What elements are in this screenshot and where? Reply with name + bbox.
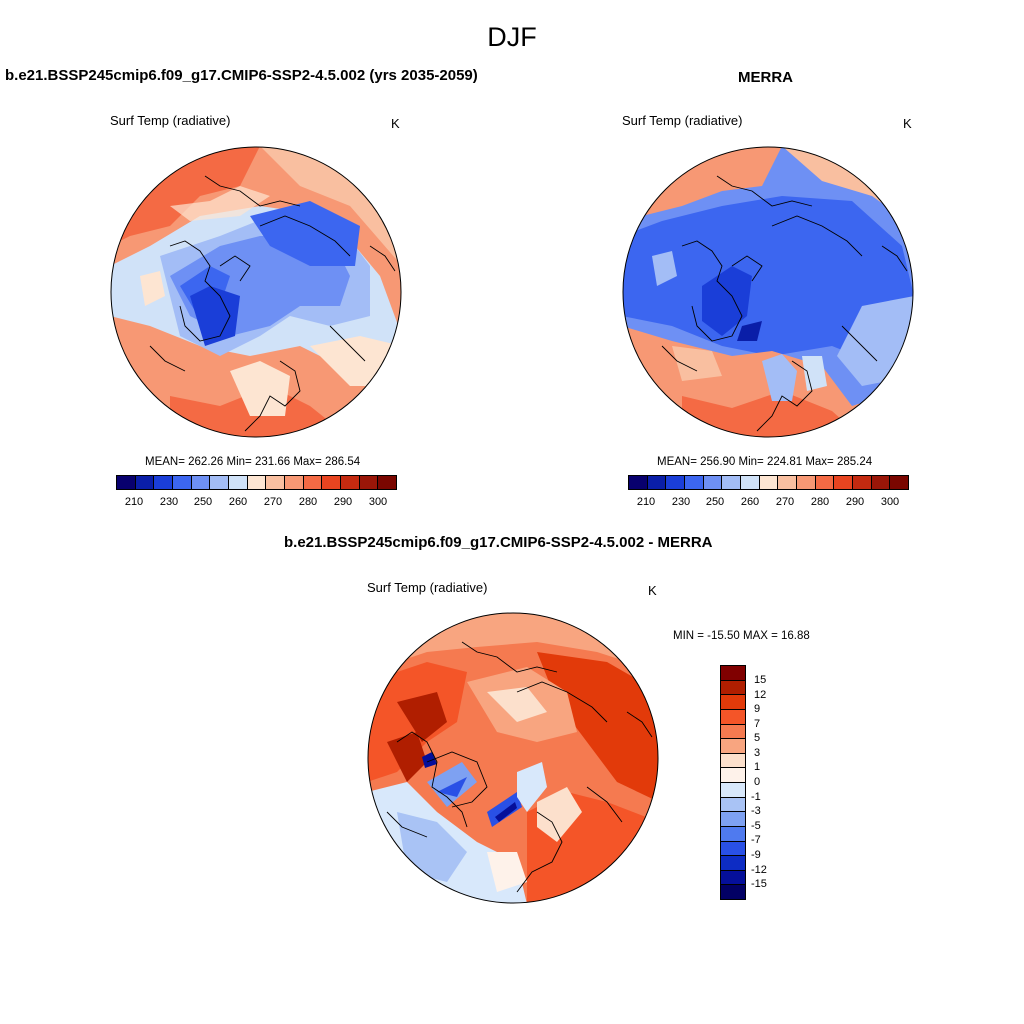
colorbar-swatch xyxy=(871,476,891,489)
colorbar-swatch xyxy=(853,476,872,489)
colorbar-swatch xyxy=(666,476,686,489)
colorbar-tick-label: 7 xyxy=(754,718,761,730)
colorbar-tick-label: 1 xyxy=(754,761,761,773)
colorbar-tick-label: 230 xyxy=(671,496,691,508)
colorbar-tick-label: 300 xyxy=(368,496,388,508)
colorbar-swatch xyxy=(890,476,909,489)
colorbar-swatch xyxy=(173,476,192,489)
colorbar-swatch xyxy=(322,476,342,489)
colorbar-tick-label: 15 xyxy=(754,674,767,686)
colorbar-swatch xyxy=(721,856,745,871)
colorbar-swatch xyxy=(378,476,397,489)
colorbar-swatch xyxy=(647,476,667,489)
colorbar-swatch xyxy=(721,666,745,681)
colorbar-tick-label: 280 xyxy=(810,496,830,508)
colorbar-swatch xyxy=(229,476,248,489)
colorbar-swatch xyxy=(266,476,286,489)
colorbar-tick-label: 210 xyxy=(124,496,144,508)
colorbar-swatch xyxy=(778,476,798,489)
colorbar-swatch xyxy=(117,476,136,489)
colorbar-tick-label: -3 xyxy=(751,805,761,817)
colorbar-tick-label: 300 xyxy=(880,496,900,508)
colorbar-swatch xyxy=(721,885,745,899)
colorbar-swatch xyxy=(721,797,745,813)
colorbar-tick-label: 3 xyxy=(754,747,761,759)
colorbar-tick-label: 270 xyxy=(775,496,795,508)
colorbar-tick-label: 5 xyxy=(754,732,761,744)
colorbar-swatch xyxy=(797,476,816,489)
panel-2-polar-map xyxy=(622,146,914,438)
colorbar-swatch xyxy=(247,476,267,489)
colorbar-tick-label: -5 xyxy=(751,820,761,832)
panel-3-units: K xyxy=(648,583,657,598)
colorbar-tick-label: 9 xyxy=(754,703,761,715)
colorbar-swatch xyxy=(703,476,723,489)
colorbar-swatch xyxy=(741,476,760,489)
panel-1-polar-map xyxy=(110,146,402,438)
colorbar-tick-label: 260 xyxy=(228,496,248,508)
colorbar-swatch xyxy=(285,476,304,489)
colorbar-swatch xyxy=(721,739,745,754)
colorbar-tick-label: 250 xyxy=(705,496,725,508)
colorbar-swatch xyxy=(359,476,379,489)
colorbar-tick-label: -9 xyxy=(751,849,761,861)
colorbar-swatch xyxy=(629,476,648,489)
panel-2-colorbar xyxy=(628,475,909,490)
panel-2-title: MERRA xyxy=(738,69,793,86)
colorbar-tick-label: 12 xyxy=(754,689,767,701)
colorbar-swatch xyxy=(721,709,745,725)
colorbar-swatch xyxy=(815,476,835,489)
panel-1-units: K xyxy=(391,116,400,131)
colorbar-tick-label: 0 xyxy=(754,776,761,788)
colorbar-swatch xyxy=(721,841,745,857)
colorbar-tick-label: 270 xyxy=(263,496,283,508)
panel-1-variable: Surf Temp (radiative) xyxy=(110,113,231,128)
panel-3-variable: Surf Temp (radiative) xyxy=(367,580,488,595)
panel-3-colorbar xyxy=(720,665,746,900)
colorbar-swatch xyxy=(721,826,745,842)
colorbar-swatch xyxy=(721,768,745,783)
colorbar-tick-label: 260 xyxy=(740,496,760,508)
colorbar-swatch xyxy=(191,476,211,489)
panel-2-variable: Surf Temp (radiative) xyxy=(622,113,743,128)
colorbar-swatch xyxy=(721,812,745,827)
colorbar-tick-label: -1 xyxy=(751,791,761,803)
figure-title: DJF xyxy=(487,22,537,52)
colorbar-tick-label: -7 xyxy=(751,834,761,846)
colorbar-swatch xyxy=(721,753,745,769)
colorbar-swatch xyxy=(759,476,779,489)
colorbar-swatch xyxy=(721,695,745,710)
colorbar-tick-label: -15 xyxy=(751,878,767,890)
colorbar-tick-label: 230 xyxy=(159,496,179,508)
colorbar-tick-label: 280 xyxy=(298,496,318,508)
colorbar-swatch xyxy=(303,476,323,489)
colorbar-swatch xyxy=(834,476,854,489)
panel-1-title: b.e21.BSSP245cmip6.f09_g17.CMIP6-SSP2-4.… xyxy=(5,67,478,84)
colorbar-swatch xyxy=(685,476,704,489)
colorbar-tick-label: 210 xyxy=(636,496,656,508)
colorbar-tick-label: -12 xyxy=(751,864,767,876)
colorbar-swatch xyxy=(154,476,174,489)
panel-3-stats: MIN = -15.50 MAX = 16.88 xyxy=(673,630,810,642)
panel-2-stats: MEAN= 256.90 Min= 224.81 Max= 285.24 xyxy=(657,456,873,468)
colorbar-tick-label: 290 xyxy=(845,496,865,508)
colorbar-swatch xyxy=(341,476,360,489)
panel-2-units: K xyxy=(903,116,912,131)
panel-1-colorbar xyxy=(116,475,397,490)
colorbar-swatch xyxy=(721,724,745,740)
colorbar-swatch xyxy=(721,783,745,798)
panel-1-stats: MEAN= 262.26 Min= 231.66 Max= 286.54 xyxy=(145,456,361,468)
colorbar-swatch xyxy=(210,476,230,489)
colorbar-tick-label: 250 xyxy=(193,496,213,508)
colorbar-tick-label: 290 xyxy=(333,496,353,508)
colorbar-swatch xyxy=(721,680,745,696)
panel-3-title: b.e21.BSSP245cmip6.f09_g17.CMIP6-SSP2-4.… xyxy=(284,534,713,551)
colorbar-swatch xyxy=(135,476,155,489)
colorbar-swatch xyxy=(721,870,745,886)
panel-3-polar-map xyxy=(367,612,659,904)
colorbar-swatch xyxy=(722,476,742,489)
